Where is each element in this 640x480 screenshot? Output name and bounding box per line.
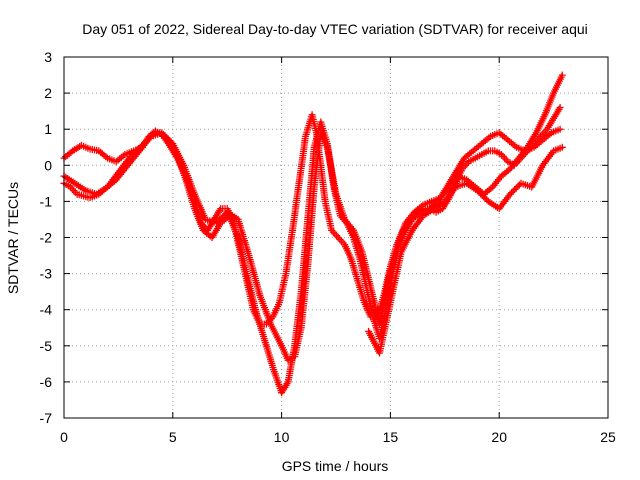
y-tick-label: 1 bbox=[44, 121, 52, 137]
y-tick-label: 3 bbox=[44, 49, 52, 65]
series-4 bbox=[365, 143, 566, 357]
x-axis-label: GPS time / hours bbox=[282, 458, 389, 474]
series-2 bbox=[60, 118, 564, 397]
y-tick-label: 2 bbox=[44, 85, 52, 101]
x-tick-label: 20 bbox=[491, 429, 507, 445]
x-tick-label: 15 bbox=[383, 429, 399, 445]
y-axis-label: SDTVAR / TECUs bbox=[5, 182, 21, 294]
x-tick-label: 5 bbox=[169, 429, 177, 445]
data-series bbox=[60, 71, 566, 397]
y-tick-label: -1 bbox=[40, 193, 53, 209]
y-tick-label: -7 bbox=[40, 410, 53, 426]
y-tick-label: -4 bbox=[40, 302, 53, 318]
x-tick-label: 25 bbox=[600, 429, 616, 445]
x-tick-label: 10 bbox=[274, 429, 290, 445]
series-4-markers bbox=[365, 143, 566, 357]
series-2-markers bbox=[60, 118, 564, 397]
chart-title: Day 051 of 2022, Sidereal Day-to-day VTE… bbox=[82, 21, 588, 37]
y-tick-label: -3 bbox=[40, 266, 53, 282]
x-tick-label: 0 bbox=[60, 429, 68, 445]
y-tick-label: -6 bbox=[40, 374, 53, 390]
y-tick-label: -2 bbox=[40, 230, 53, 246]
y-tick-label: 0 bbox=[44, 157, 52, 173]
y-tick-label: -5 bbox=[40, 338, 53, 354]
